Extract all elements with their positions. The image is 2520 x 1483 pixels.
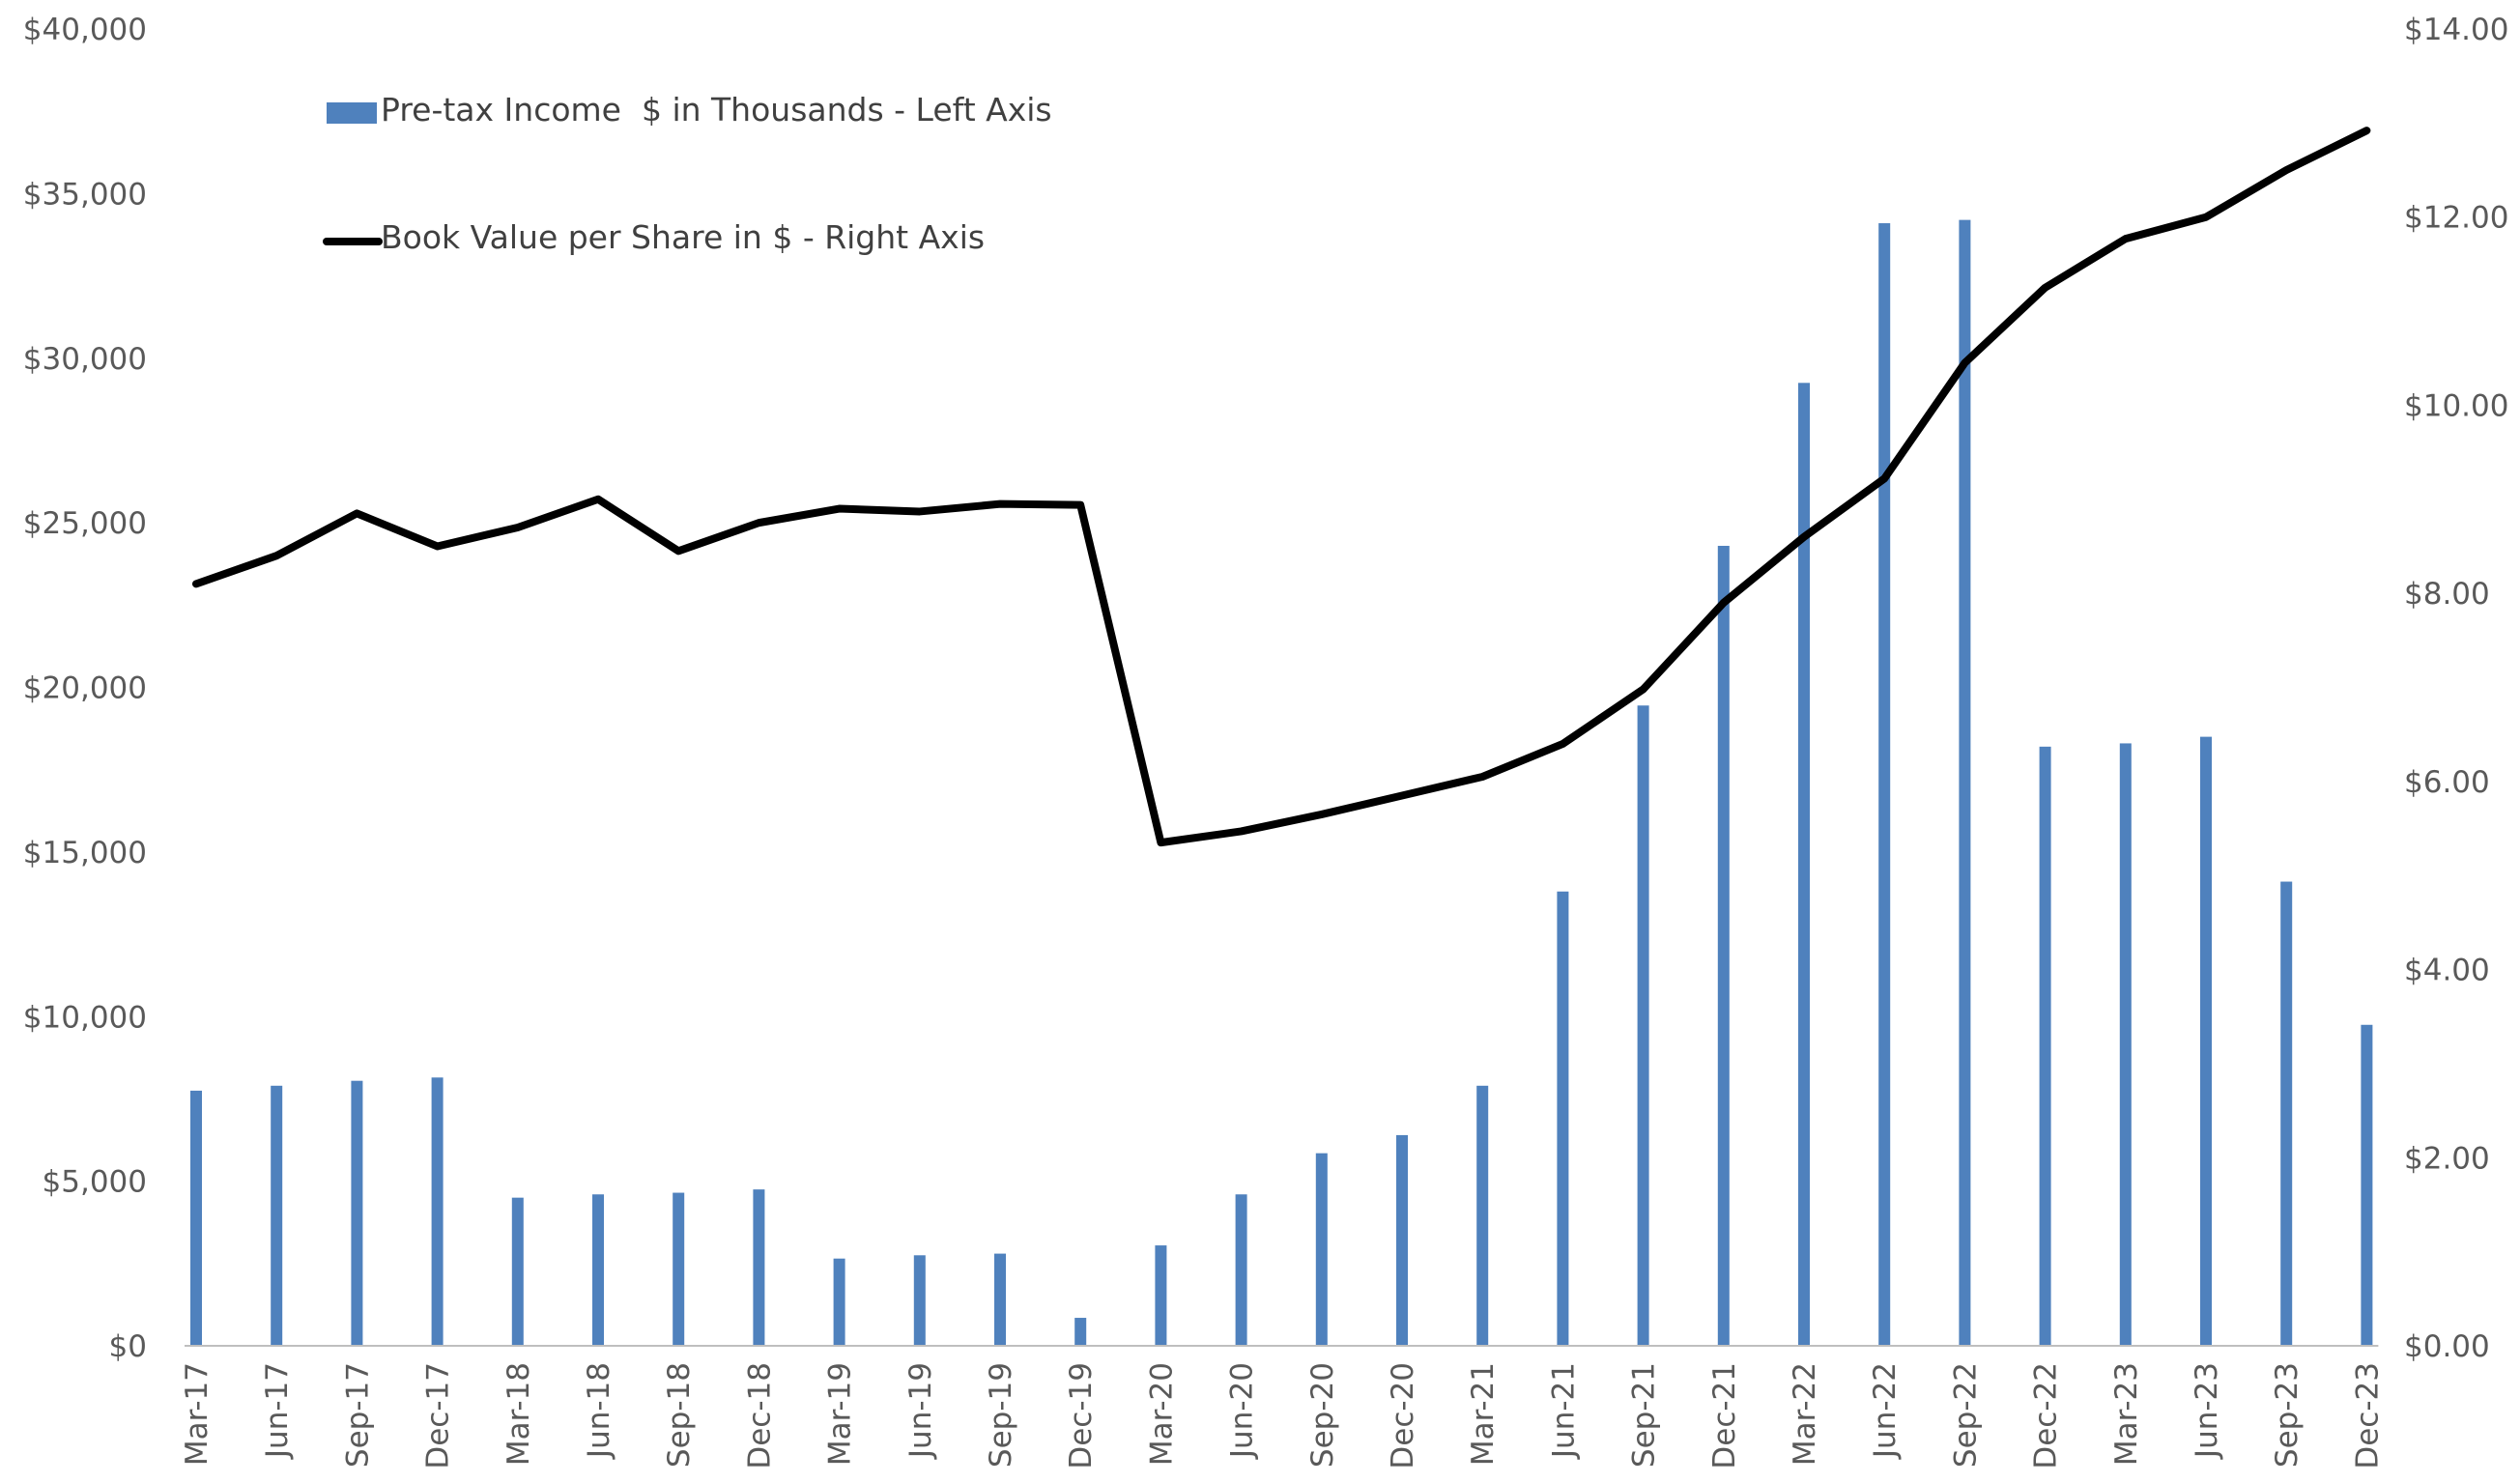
x-tick-label: Sep-20	[1305, 1362, 1340, 1468]
bar-dec-19	[1074, 1318, 1087, 1346]
bar-jun-19	[913, 1255, 926, 1346]
legend: Pre-tax Income $ in Thousands - Left Axi…	[323, 91, 1052, 256]
legend-line-label: Book Value per Share in $ - Right Axis	[381, 218, 985, 256]
x-tick-label: Mar-19	[823, 1362, 858, 1466]
x-tick-label: Jun-19	[903, 1362, 938, 1460]
book-value-line	[192, 127, 2371, 847]
x-tick-label: Sep-18	[662, 1362, 697, 1468]
x-axis-tick-labels: Mar-17 Jun-17 Sep-17 Dec-17 Mar-18 Jun-18 Sep-…	[180, 1362, 2385, 1469]
bar-mar-22	[1798, 383, 1810, 1346]
right-tick-label: $0.00	[2404, 1329, 2490, 1364]
legend-bar-swatch	[327, 102, 377, 124]
left-tick-label: $25,000	[23, 506, 147, 541]
right-tick-label: $8.00	[2404, 577, 2490, 612]
bar-jun-22	[1878, 223, 1891, 1347]
left-tick-label: $15,000	[23, 836, 147, 870]
bar-jun-18	[592, 1194, 604, 1346]
x-tick-label: Dec-20	[1386, 1362, 1420, 1469]
x-tick-label: Dec-19	[1064, 1362, 1099, 1469]
bar-sep-22	[1959, 219, 1971, 1346]
bar-dec-23	[2361, 1024, 2373, 1346]
x-tick-label: Jun-17	[260, 1362, 295, 1460]
bar-jun-23	[2200, 736, 2212, 1346]
right-tick-label: $10.00	[2404, 388, 2508, 423]
x-tick-label: Mar-17	[180, 1362, 215, 1466]
x-tick-label: Sep-23	[2270, 1362, 2305, 1468]
bar-mar-20	[1155, 1245, 1167, 1346]
bar-mar-21	[1476, 1085, 1489, 1346]
bar-jun-17	[271, 1085, 283, 1346]
bar-jun-20	[1235, 1194, 1247, 1346]
x-tick-label: Dec-21	[1707, 1362, 1742, 1469]
bar-mar-18	[511, 1197, 524, 1346]
bar-mar-19	[833, 1258, 845, 1346]
right-tick-label: $4.00	[2404, 954, 2490, 988]
left-tick-label: $0	[109, 1329, 147, 1364]
legend-bar-label: Pre-tax Income $ in Thousands - Left Axi…	[381, 91, 1052, 128]
right-tick-label: $12.00	[2404, 201, 2508, 236]
x-tick-label: Dec-22	[2029, 1362, 2064, 1469]
x-tick-label: Mar-23	[2109, 1362, 2144, 1466]
x-tick-label: Jun-22	[1868, 1362, 1903, 1460]
x-tick-label: Dec-17	[421, 1362, 456, 1469]
bar-sep-18	[673, 1192, 685, 1346]
right-axis-tick-labels: $0.00 $2.00 $4.00 $6.00 $8.00 $10.00 $12.00 $14…	[2404, 13, 2508, 1364]
x-tick-label: Jun-18	[582, 1362, 616, 1460]
right-tick-label: $14.00	[2404, 13, 2508, 47]
x-tick-label: Mar-22	[1788, 1362, 1822, 1466]
book-value-line-layer	[192, 127, 2371, 847]
x-tick-label: Sep-21	[1627, 1362, 1662, 1468]
x-tick-label: Sep-22	[1948, 1362, 1983, 1468]
bar-jun-21	[1557, 891, 1569, 1346]
x-tick-label: Mar-18	[501, 1362, 536, 1466]
x-tick-label: Jun-21	[1546, 1362, 1581, 1460]
bar-dec-18	[753, 1189, 765, 1346]
bar-sep-23	[2280, 881, 2293, 1346]
left-tick-label: $10,000	[23, 1000, 147, 1035]
bar-sep-19	[994, 1253, 1006, 1346]
left-tick-label: $5,000	[43, 1165, 147, 1200]
bar-sep-21	[1637, 705, 1649, 1346]
left-tick-label: $35,000	[23, 177, 147, 212]
pretax-income-bars	[190, 219, 2373, 1347]
x-tick-label: Jun-20	[1225, 1362, 1260, 1460]
x-tick-label: Dec-18	[742, 1362, 777, 1469]
bar-mar-23	[2119, 743, 2132, 1346]
bar-sep-17	[351, 1080, 363, 1346]
left-axis-tick-labels: $0 $5,000 $10,000 $15,000 $20,000 $25,000 $30,…	[23, 13, 147, 1364]
bar-sep-20	[1315, 1153, 1328, 1346]
x-tick-label: Sep-17	[340, 1362, 375, 1468]
right-tick-label: $6.00	[2404, 765, 2490, 800]
left-tick-label: $40,000	[23, 13, 147, 47]
bar-dec-21	[1717, 545, 1730, 1346]
x-tick-label: Jun-23	[2190, 1362, 2224, 1460]
bar-dec-22	[2039, 746, 2051, 1346]
x-tick-label: Dec-23	[2350, 1362, 2385, 1469]
bar-mar-17	[190, 1090, 202, 1346]
left-tick-label: $30,000	[23, 342, 147, 377]
left-tick-label: $20,000	[23, 671, 147, 706]
x-tick-label: Mar-21	[1466, 1362, 1501, 1466]
x-tick-label: Sep-19	[984, 1362, 1018, 1468]
x-tick-label: Mar-20	[1144, 1362, 1179, 1466]
bar-dec-20	[1396, 1134, 1408, 1346]
right-tick-label: $2.00	[2404, 1141, 2490, 1176]
bar-dec-17	[431, 1077, 444, 1346]
